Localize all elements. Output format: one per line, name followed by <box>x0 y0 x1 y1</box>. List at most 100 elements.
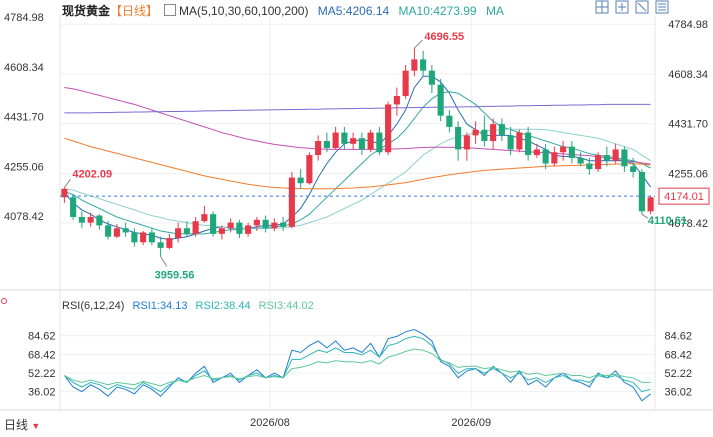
ma5-value: MA5:4206.14 <box>317 4 390 18</box>
crosshair-icon[interactable] <box>615 0 630 15</box>
candle <box>253 216 260 232</box>
candle-body <box>367 132 374 150</box>
ma10-value: MA10:4273.99 <box>398 4 477 18</box>
candle-body <box>568 146 575 158</box>
y-tick-label-right: 4608.34 <box>668 69 708 81</box>
candle <box>551 146 558 167</box>
candle <box>61 187 68 203</box>
candle <box>630 157 637 178</box>
candle <box>166 233 173 250</box>
candle-body <box>525 132 532 156</box>
y-tick-label-right: 4078.42 <box>668 218 708 230</box>
candle-body <box>376 132 383 153</box>
current-price-label: 4174.01 <box>664 191 704 203</box>
ma-line-ma200 <box>64 103 651 114</box>
candle-body <box>332 132 339 149</box>
chart-header: 现货黄金【日线】 MA(5,10,30,60,100,200) MA5:4206.… <box>62 2 510 19</box>
candle-body <box>393 95 400 105</box>
rsi-header: RSI(6,12,24) RSI1:34.13 RSI2:38.44 RSI3:… <box>62 300 314 312</box>
candle-body <box>428 70 435 85</box>
candle-body <box>245 225 252 234</box>
candle <box>621 146 628 172</box>
candle <box>516 129 523 153</box>
rsi-params-label: RSI(6,12,24) <box>62 300 125 312</box>
low-marker-line <box>160 256 168 267</box>
ma-params-label: MA(5,10,30,60,100,200) <box>179 4 309 18</box>
line-tool-icon[interactable] <box>635 0 650 15</box>
candle-body <box>481 129 488 141</box>
candle-body <box>630 166 637 172</box>
rsi-tick-label-right: 36.02 <box>664 387 692 399</box>
candle <box>323 132 330 153</box>
x-tick-label: 2026/09 <box>451 417 491 429</box>
rsi-tick-label-left: 84.62 <box>28 331 56 343</box>
menu-icon[interactable] <box>655 0 670 15</box>
candle-body <box>166 238 173 248</box>
ma-line-ma60 <box>64 137 651 190</box>
candle <box>175 222 182 243</box>
period-tag[interactable]: 【日线】 <box>110 4 159 18</box>
candle-body <box>70 197 77 217</box>
candle <box>183 221 190 237</box>
ref-marker-line <box>63 179 71 188</box>
rsi-line-rsi3 <box>64 348 651 387</box>
candle <box>463 132 470 161</box>
candle <box>638 169 645 215</box>
candle <box>385 101 392 156</box>
candle-body <box>638 171 645 212</box>
candle-body <box>78 216 85 223</box>
candle <box>341 126 348 150</box>
candle <box>455 121 462 161</box>
candle <box>262 215 269 233</box>
grid-icon[interactable] <box>595 0 610 15</box>
candle <box>288 171 295 229</box>
high-marker-line <box>414 39 423 49</box>
y-tick-label-left: 4608.34 <box>4 62 44 74</box>
candle <box>402 65 409 99</box>
candle-body <box>227 222 234 229</box>
candle <box>507 126 514 156</box>
candle <box>586 157 593 175</box>
candle <box>358 132 365 156</box>
candle-body <box>603 155 610 161</box>
period-selector[interactable]: 日线 ▼ <box>4 416 40 433</box>
candle-body <box>183 228 190 234</box>
symbol-name: 现货黄金 <box>62 4 111 18</box>
candle-body <box>192 221 199 234</box>
candle <box>113 224 120 239</box>
rsi-line-rsi1 <box>64 328 651 402</box>
candle <box>87 212 94 227</box>
candle <box>70 194 77 220</box>
candle-body <box>280 222 287 227</box>
ma-toggle-icon[interactable] <box>164 4 177 16</box>
candle-body <box>647 197 654 212</box>
candle <box>446 110 453 133</box>
candle-body <box>463 135 470 150</box>
candle <box>96 214 103 230</box>
candle-body <box>455 126 462 150</box>
candle <box>568 141 575 164</box>
candle-body <box>542 149 549 164</box>
candle <box>525 126 532 161</box>
candle-body <box>507 135 514 150</box>
candle <box>332 126 339 150</box>
candle <box>595 152 602 172</box>
candle-body <box>96 215 103 226</box>
candle-body <box>533 149 540 156</box>
candle <box>297 169 304 189</box>
candle <box>148 228 155 246</box>
candle-body <box>262 219 269 229</box>
candle <box>428 65 435 94</box>
candle-body <box>358 138 365 150</box>
candle <box>315 135 322 161</box>
candle-body <box>297 177 304 184</box>
toolbar <box>595 0 713 16</box>
candle <box>647 195 654 215</box>
candle <box>280 216 287 232</box>
candle-body <box>140 232 147 243</box>
candle-body <box>105 225 112 237</box>
y-tick-label-left: 4255.06 <box>4 161 44 173</box>
candle-body <box>472 129 479 136</box>
candle <box>131 228 138 247</box>
